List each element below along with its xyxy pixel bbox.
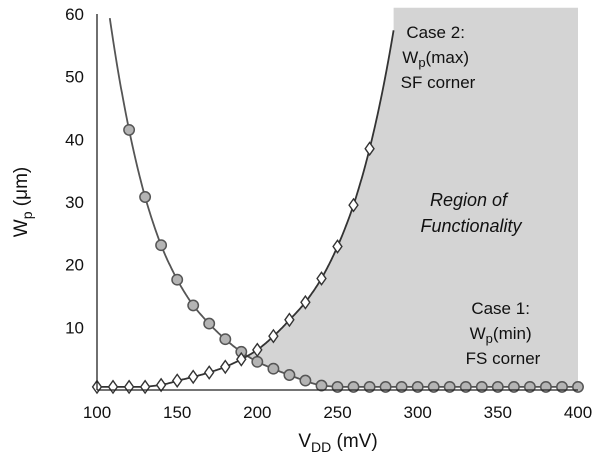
- circle-marker: [315, 379, 328, 392]
- diamond-marker: [107, 379, 119, 395]
- circle-marker: [251, 355, 264, 368]
- x-tick-label: 300: [404, 403, 432, 422]
- x-axis-label: VDD (mV): [298, 431, 377, 455]
- diamond-marker: [300, 294, 311, 310]
- y-tick-label: 10: [65, 318, 84, 337]
- circle-marker: [283, 369, 296, 381]
- circle-marker: [203, 317, 216, 330]
- diamond-marker: [236, 351, 247, 367]
- circle-marker: [219, 333, 232, 346]
- x-tick-label: 150: [163, 403, 191, 422]
- x-tick-labels: 100 150 200 250 300 350 400: [83, 403, 592, 422]
- diamond-marker: [155, 377, 167, 393]
- y-tick-label: 30: [65, 193, 84, 212]
- y-tick-labels: 10 20 30 40 50 60: [65, 5, 84, 337]
- x-tick-label: 200: [243, 403, 271, 422]
- diamond-marker: [252, 342, 263, 358]
- diamond-marker: [316, 271, 327, 286]
- functional-region: [244, 7, 578, 387]
- y-axis-label: Wp (μm): [11, 167, 35, 237]
- case2-annotation: Case 2: Wp(max) SF corner: [401, 23, 476, 92]
- region-label: Region of Functionality: [420, 190, 522, 236]
- diamond-marker: [332, 239, 343, 254]
- diamond-marker: [364, 141, 375, 157]
- diamond-marker: [220, 359, 231, 375]
- circle-marker: [299, 374, 312, 387]
- x-tick-label: 350: [484, 403, 512, 422]
- y-tick-label: 60: [65, 5, 84, 24]
- shade-layer: [244, 7, 578, 387]
- circle-marker: [155, 239, 168, 252]
- x-tick-label: 100: [83, 403, 111, 422]
- circle-marker: [123, 123, 136, 136]
- y-tick-label: 20: [65, 256, 84, 275]
- diamond-marker: [348, 197, 359, 213]
- marker-layer: [91, 123, 584, 395]
- diamond-marker: [171, 373, 183, 389]
- diamond-marker: [187, 369, 199, 385]
- diamond-marker: [203, 365, 215, 380]
- circle-marker: [187, 299, 200, 312]
- circle-marker: [171, 273, 184, 286]
- diamond-marker: [139, 379, 151, 395]
- circle-marker: [139, 191, 152, 203]
- circle-marker: [267, 362, 280, 375]
- y-tick-label: 50: [65, 68, 84, 87]
- x-tick-label: 250: [323, 403, 351, 422]
- x-tick-label: 400: [564, 403, 592, 422]
- diamond-marker: [284, 312, 295, 328]
- diamond-marker: [268, 328, 279, 344]
- case1-annotation: Case 1: Wp(min) FS corner: [466, 299, 541, 368]
- diamond-marker: [123, 379, 135, 395]
- y-tick-label: 40: [65, 130, 84, 149]
